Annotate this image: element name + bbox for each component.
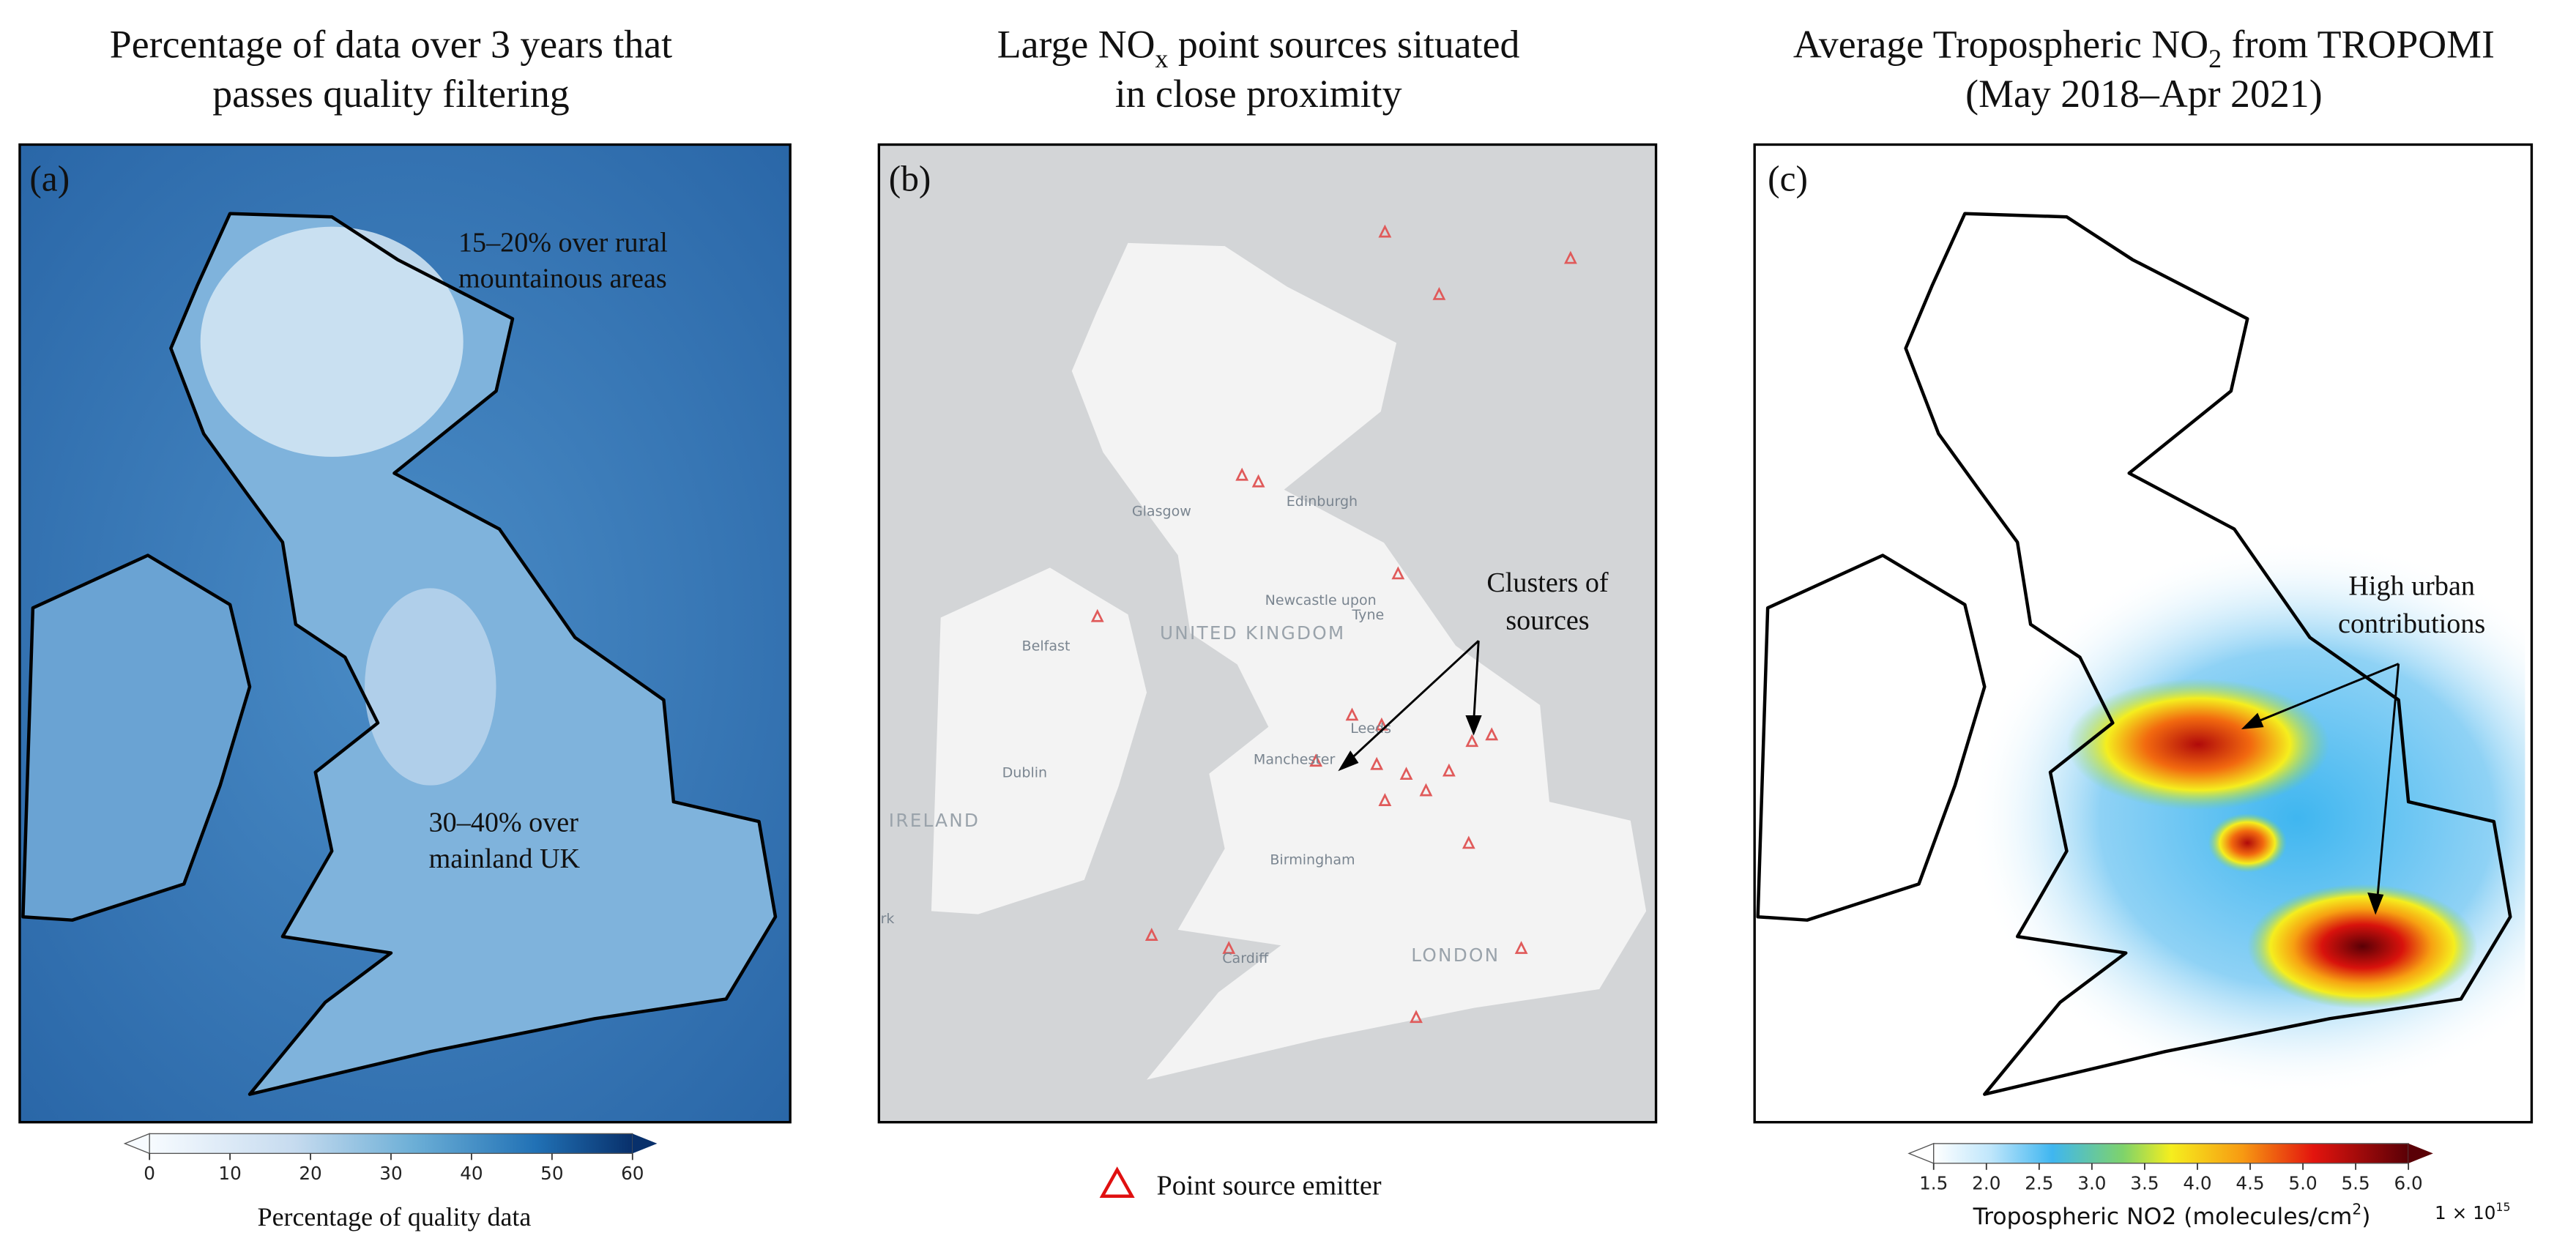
legend-marker (1099, 1166, 1135, 1198)
panel-label: (a) (29, 158, 70, 198)
place-label: Tyne (1352, 607, 1385, 623)
annotation-arrows (1338, 640, 1482, 772)
country-label: UNITED KINGDOM (1160, 622, 1345, 644)
annotation: mainland UK (429, 843, 581, 874)
colorbar-extend (2408, 1143, 2433, 1163)
colorbar-extend (632, 1133, 658, 1154)
annotation: 30–40% over (429, 808, 579, 838)
colorbar-tick-label: 5.0 (2288, 1173, 2317, 1194)
place-label: Belfast (1022, 638, 1071, 655)
colorbar-bar (149, 1133, 633, 1155)
place-label: rk (881, 911, 895, 927)
place-label: Birmingham (1270, 852, 1355, 868)
colorbar-tick-label: 4.5 (2236, 1173, 2264, 1194)
frame (877, 143, 1658, 1124)
title-part: Average Tropospheric NO (1793, 23, 2208, 67)
colorbar-tick-label: 3.0 (2077, 1173, 2106, 1194)
annotation: contributions (2338, 608, 2485, 639)
colorbar-tick-label: 0 (144, 1163, 155, 1184)
title: Average Tropospheric NO2 from TROPOMI (1793, 23, 2495, 73)
panel-label: (b) (889, 158, 931, 198)
colorbar-tick-label: 40 (460, 1163, 483, 1184)
colorbar (123, 1133, 658, 1155)
colorbar-tick-label: 60 (621, 1163, 644, 1184)
colorbar-tick-label: 1.5 (1919, 1173, 1948, 1194)
annotation-arrows (2241, 663, 2400, 915)
panel-b (877, 143, 1658, 1124)
multiplier-part: 1 × 10 (2435, 1202, 2495, 1223)
colorbar-tick-label: 30 (379, 1163, 402, 1184)
panel-c (1753, 143, 2534, 1124)
title-subscript: x (1155, 44, 1169, 73)
colorbar-tick-label: 20 (299, 1163, 321, 1184)
no2-hotspot (2066, 678, 2330, 811)
annotation: High urban (2348, 570, 2475, 601)
frame (1753, 143, 2534, 1124)
annotation: 15–20% over rural (458, 227, 668, 258)
colorbar-tick-label: 5.5 (2341, 1173, 2370, 1194)
country-label: IRELAND (889, 810, 980, 831)
colorbar-tick-label: 4.0 (2183, 1173, 2211, 1194)
place-label: Manchester (1254, 752, 1336, 768)
title: (May 2018–Apr 2021) (1965, 72, 2322, 116)
title-subscript: 2 (2208, 44, 2222, 73)
multiplier-superscript: 15 (2495, 1200, 2510, 1214)
colorbar-bar (1933, 1143, 2409, 1164)
title: passes quality filtering (212, 72, 569, 116)
colorbar-tick-label: 10 (218, 1163, 241, 1184)
point-sources (1090, 224, 1577, 1024)
place-label: Newcastle upon (1265, 592, 1377, 608)
panel-label: (c) (1768, 158, 1808, 198)
frame (18, 143, 792, 1124)
panel-a (18, 143, 792, 1124)
no2-hotspot (2208, 813, 2287, 873)
place-label: LONDON (1411, 944, 1500, 966)
colorbar-label-part: Tropospheric NO2 (molecules/cm (1973, 1204, 2353, 1230)
colorbar-extend (123, 1133, 150, 1155)
colorbar-tick-label: 2.0 (1972, 1173, 2000, 1194)
legend-label: Point source emitter (1157, 1170, 1382, 1201)
place-label: Cardiff (1222, 950, 1269, 966)
colorbar-multiplier: 1 × 1015 (2435, 1200, 2510, 1223)
annotation: Clusters of (1486, 567, 1609, 598)
title-part: from TROPOMI (2222, 23, 2495, 67)
colorbar-label-superscript: 2 (2352, 1200, 2361, 1218)
title-part: point sources situated (1168, 23, 1519, 67)
colorbar-tick-label: 50 (540, 1163, 563, 1184)
land-highlight (365, 588, 496, 786)
colorbar-tick-label: 2.5 (2025, 1173, 2053, 1194)
no2-hotspot (2247, 884, 2478, 1009)
title: Large NOx point sources situated (997, 23, 1520, 73)
annotation: sources (1505, 605, 1589, 636)
colorbar-tick-label: 6.0 (2394, 1173, 2423, 1194)
title: Percentage of data over 3 years that (110, 23, 672, 67)
annotation: mountainous areas (458, 264, 667, 294)
land-highlight (200, 226, 464, 457)
colorbar-label-part: ) (2361, 1204, 2370, 1230)
colorbar-label: Percentage of quality data (258, 1202, 532, 1231)
title: in close proximity (1115, 72, 1402, 116)
colorbar-extend (1907, 1142, 1935, 1164)
colorbar-label: Tropospheric NO2 (molecules/cm2) (1973, 1200, 2371, 1229)
place-label: Glasgow (1132, 504, 1191, 520)
title-part: Large NO (997, 23, 1155, 67)
place-label: Edinburgh (1287, 493, 1358, 510)
colorbar (1907, 1142, 2433, 1164)
place-label: Dublin (1002, 764, 1048, 780)
colorbar-tick-label: 3.5 (2130, 1173, 2159, 1194)
